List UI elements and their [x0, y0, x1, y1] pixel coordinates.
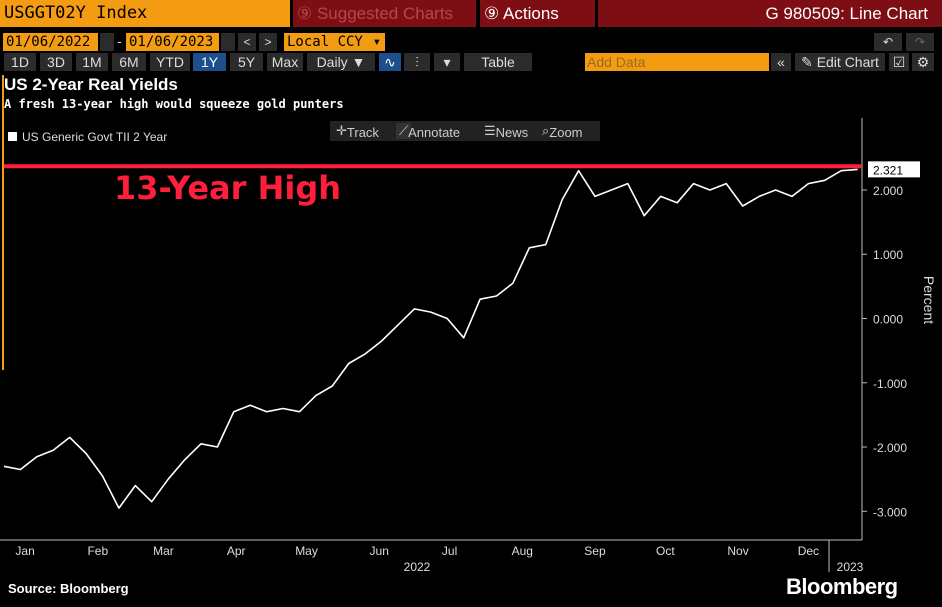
y-tick-label: -3.000: [873, 505, 907, 519]
currency-select[interactable]: Local CCY ▾: [284, 33, 385, 51]
x-tick-label: Mar: [153, 544, 174, 558]
suggested-charts-button[interactable]: ⑨ Suggested Charts: [293, 0, 476, 27]
x-tick-label: Dec: [798, 544, 819, 558]
end-calendar-icon[interactable]: [221, 33, 235, 51]
x-year-label: 2022: [404, 560, 431, 574]
source-note: Source: Bloomberg: [8, 581, 129, 596]
y-tick-label: 0.000: [873, 313, 903, 327]
zoom-label: Zoom: [549, 125, 583, 140]
x-tick-label: Apr: [227, 544, 246, 558]
next-arrow-icon[interactable]: >: [259, 33, 277, 51]
end-date-input[interactable]: 01/06/2023: [126, 33, 219, 51]
chart-title: US 2-Year Real Yields: [4, 75, 178, 94]
series-line: [3, 168, 858, 509]
prev-arrow-icon[interactable]: <: [238, 33, 256, 51]
range-1m[interactable]: 1M: [76, 53, 108, 71]
suggested-charts-label: Suggested Charts: [316, 4, 454, 23]
zoom-button[interactable]: ⌕ Zoom: [542, 123, 583, 140]
legend-label: US Generic Govt TII 2 Year: [22, 130, 168, 144]
x-tick-label: Oct: [656, 544, 675, 558]
frequency-select[interactable]: Daily ▼: [307, 53, 375, 71]
legend-swatch: [8, 132, 17, 141]
range-3d[interactable]: 3D: [40, 53, 72, 71]
settings-icon[interactable]: ⚙: [912, 53, 934, 71]
y-tick-label: 1.000: [873, 248, 903, 262]
x-tick-label: Jun: [370, 544, 389, 558]
x-tick-label: Nov: [727, 544, 748, 558]
actions-button[interactable]: ⑨ Actions: [480, 0, 595, 27]
track-button[interactable]: ✛ Track: [336, 123, 379, 140]
x-tick-label: Aug: [512, 544, 533, 558]
range-ytd[interactable]: YTD: [150, 53, 190, 71]
last-value-label: 2.321: [873, 163, 903, 177]
edit-chart-button[interactable]: ✎ Edit Chart: [795, 53, 885, 71]
range-1d[interactable]: 1D: [4, 53, 36, 71]
edit-chart-label: Edit Chart: [816, 54, 879, 70]
ticker-field[interactable]: USGGT02Y Index: [0, 0, 290, 27]
chevron-down-icon: ▾: [372, 34, 381, 50]
undo-icon[interactable]: ↶: [874, 33, 902, 51]
date-separator: -: [117, 33, 122, 49]
chart-tools: ✛ Track ⟋ Annotate ☰ News ⌕ Zoom: [330, 121, 600, 141]
add-data-arrow-icon[interactable]: «: [771, 53, 791, 71]
x-tick-label: Feb: [87, 544, 108, 558]
x-year-label: 2023: [837, 560, 864, 574]
candle-icon[interactable]: ⫶: [404, 53, 430, 71]
chart-subtitle: A fresh 13-year high would squeeze gold …: [4, 97, 344, 111]
annotate-label: Annotate: [408, 125, 461, 140]
currency-value: Local CCY: [287, 34, 363, 50]
range-5y[interactable]: 5Y: [230, 53, 263, 71]
annotation-text: 13-Year High: [114, 169, 341, 207]
start-calendar-icon[interactable]: [100, 33, 114, 51]
line-chart-icon[interactable]: ∿: [379, 53, 401, 71]
suggest-icon: ⑨: [297, 4, 317, 23]
x-tick-label: Jul: [442, 544, 457, 558]
news-button[interactable]: ☰ News: [484, 123, 529, 140]
range-max[interactable]: Max: [267, 53, 303, 71]
legend: US Generic Govt TII 2 Year: [8, 130, 167, 144]
range-6m[interactable]: 6M: [112, 53, 146, 71]
y-tick-label: 2.000: [873, 184, 903, 198]
actions-icon: ⑨: [484, 4, 504, 23]
top-bar: USGGT02Y Index ⑨ Suggested Charts ⑨ Acti…: [0, 0, 942, 28]
x-tick-label: May: [295, 544, 318, 558]
track-label: Track: [346, 125, 379, 140]
x-tick-label: Sep: [584, 544, 606, 558]
more-dropdown-icon[interactable]: ▾: [434, 53, 460, 71]
start-date-input[interactable]: 01/06/2022: [3, 33, 98, 51]
y-axis-label: Percent: [921, 276, 937, 324]
table-button[interactable]: Table: [464, 53, 532, 71]
x-tick-label: Jan: [15, 544, 34, 558]
news-label: News: [495, 125, 529, 140]
last-value-box: [868, 161, 920, 178]
annotate-button[interactable]: ⟋ Annotate: [396, 123, 460, 140]
pane-border: [2, 75, 4, 370]
y-tick-label: -2.000: [873, 441, 907, 455]
redo-icon[interactable]: ↷: [906, 33, 934, 51]
edit-icon[interactable]: ☑: [889, 53, 909, 71]
add-data-input[interactable]: Add Data: [585, 53, 769, 71]
range-1y[interactable]: 1Y: [193, 53, 226, 71]
y-tick-label: -1.000: [873, 377, 907, 391]
chart-id-label: G 980509: Line Chart: [598, 0, 942, 27]
frequency-value: Daily: [316, 54, 348, 70]
bloomberg-logo: Bloomberg: [786, 574, 898, 599]
actions-label: Actions: [503, 4, 559, 23]
